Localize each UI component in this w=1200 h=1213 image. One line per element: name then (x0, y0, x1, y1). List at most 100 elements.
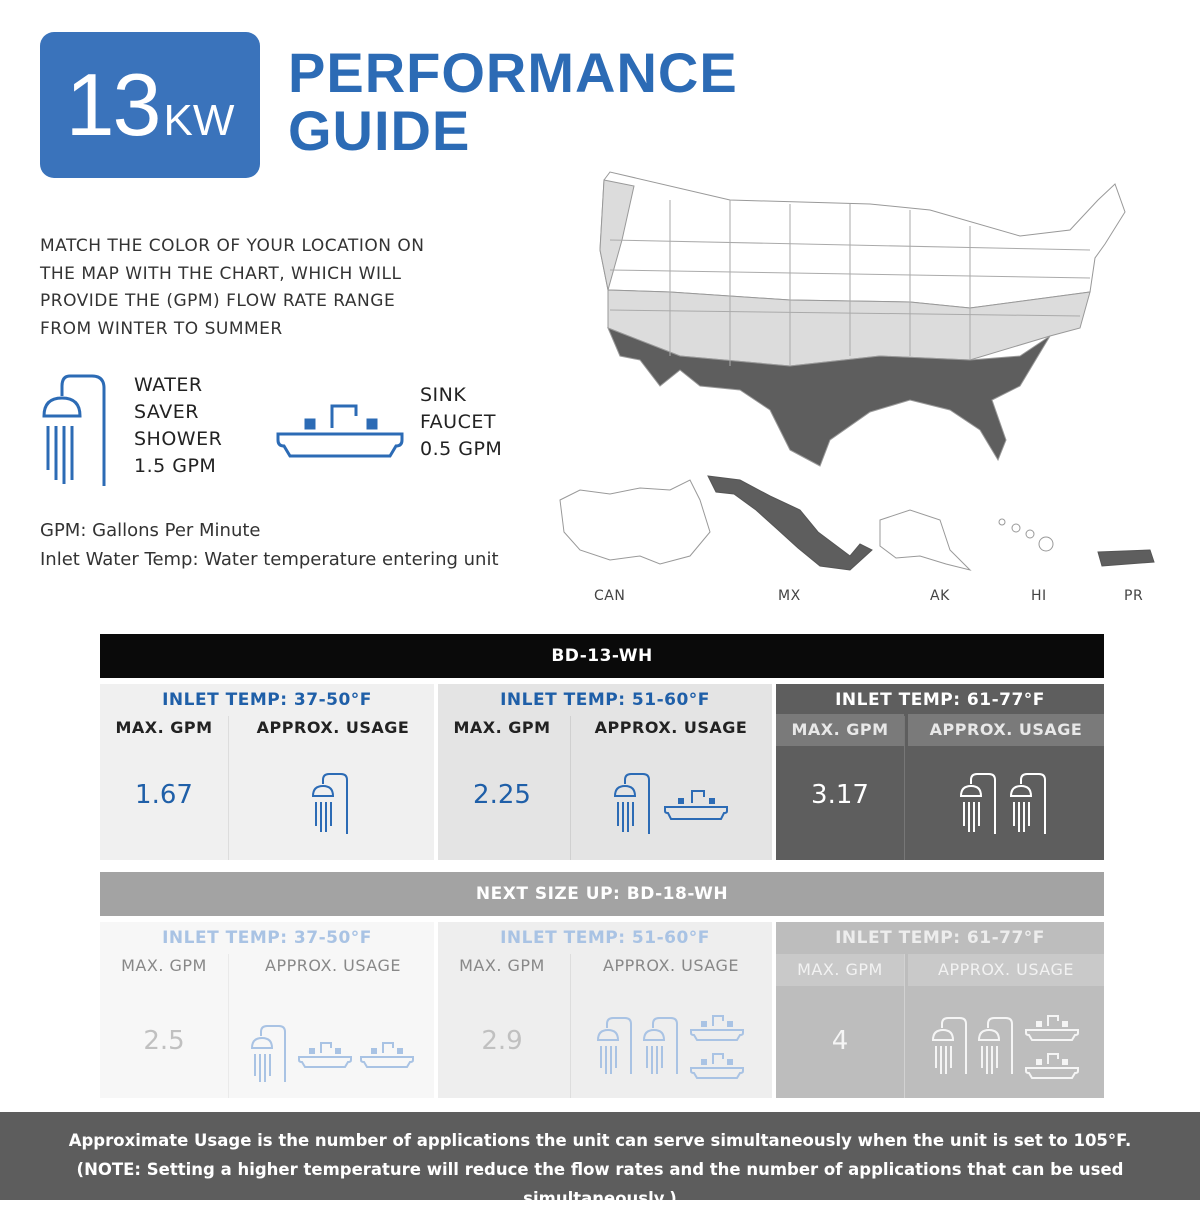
shower-icon (597, 1017, 632, 1074)
divider (904, 716, 905, 860)
panel-bd13-cold: INLET TEMP: 37-50°F MAX. GPM APPROX. USA… (100, 684, 434, 860)
inlet-temp-label: INLET TEMP: 37-50°F (162, 928, 372, 948)
sink-faucet-icon (690, 1053, 744, 1079)
sink-faucet-icon (690, 1015, 744, 1041)
capacity-badge: 13 KW (40, 32, 260, 178)
max-gpm-value: 3.17 (811, 780, 869, 810)
shower-icon (959, 773, 996, 834)
usage-icons (570, 996, 772, 1096)
sink-legend-line-2: FAUCET (420, 411, 496, 433)
definition-inlet-temp: Inlet Water Temp: Water temperature ente… (40, 548, 499, 570)
shower-icon (932, 1017, 967, 1074)
definitions: GPM: Gallons Per Minute Inlet Water Temp… (40, 517, 560, 574)
usa-map (599, 171, 1126, 467)
shower-icon (42, 374, 106, 486)
divider (570, 954, 571, 1098)
max-gpm-label: MAX. GPM (776, 954, 904, 986)
max-gpm-value: 2.25 (473, 780, 531, 810)
usage-icons (570, 754, 772, 854)
footer-note: Approximate Usage is the number of appli… (0, 1112, 1200, 1208)
panel-bd18-cold: INLET TEMP: 37-50°F MAX. GPM APPROX. USA… (100, 922, 434, 1098)
title-line-2: GUIDE (288, 99, 471, 162)
divider (570, 716, 571, 860)
usage-icons (908, 754, 1104, 854)
shower-icon (643, 1017, 678, 1074)
sink-faucet-icon (276, 404, 404, 458)
divider (228, 954, 229, 1098)
shower-icon (978, 1017, 1013, 1074)
intro-line-2: THE MAP WITH THE CHART, WHICH WILL (40, 263, 402, 284)
sink-stack (1024, 1012, 1080, 1080)
sink-faucet-icon (360, 1042, 414, 1068)
zone-west-coast (599, 179, 635, 291)
panel-bd18-hot: INLET TEMP: 61-77°F MAX. GPM APPROX. USA… (776, 922, 1104, 1098)
inlet-temp-label: INLET TEMP: 61-77°F (835, 928, 1045, 948)
sink-faucet-icon (1025, 1015, 1079, 1041)
shower-icon (613, 773, 650, 834)
table-header-bd18: NEXT SIZE UP: BD-18-WH (100, 872, 1104, 916)
puerto-rico-map (1097, 549, 1155, 567)
approx-usage-label: APPROX. USAGE (603, 956, 739, 975)
capacity-unit: KW (163, 96, 235, 145)
divider (904, 954, 905, 1098)
definition-gpm: GPM: Gallons Per Minute (40, 520, 261, 541)
panel-bd18-mid: INLET TEMP: 51-60°F MAX. GPM APPROX. USA… (438, 922, 772, 1098)
max-gpm-value: 2.5 (143, 1026, 185, 1056)
map-label-pr: PR (1124, 588, 1144, 604)
map-label-can: CAN (594, 588, 626, 604)
map-label-mx: MX (778, 588, 801, 604)
usage-icons (908, 996, 1104, 1096)
approx-usage-label: APPROX. USAGE (256, 718, 410, 737)
intro-line-4: FROM WINTER TO SUMMER (40, 318, 283, 339)
inlet-temp-label: INLET TEMP: 51-60°F (500, 690, 710, 710)
approx-usage-label: APPROX. USAGE (908, 954, 1104, 986)
hawaii-map (998, 518, 1054, 552)
shower-icon (251, 1025, 286, 1082)
climate-zone-map (559, 171, 1155, 571)
max-gpm-value: 4 (831, 1026, 849, 1056)
divider (228, 716, 229, 860)
usage-icons (232, 754, 434, 854)
inlet-temp-label: INLET TEMP: 37-50°F (162, 690, 372, 710)
footer-line-1: Approximate Usage is the number of appli… (68, 1131, 1132, 1150)
shower-legend-line-4: 1.5 GPM (134, 455, 217, 477)
page-title: PERFORMANCE GUIDE (288, 44, 768, 160)
max-gpm-label: MAX. GPM (776, 714, 904, 746)
shower-legend-line-1: WATER (134, 374, 203, 396)
shower-legend-line-2: SAVER (134, 401, 199, 423)
intro-text: MATCH THE COLOR OF YOUR LOCATION ON THE … (40, 233, 510, 343)
alaska-map (879, 509, 972, 571)
canada-map (559, 479, 711, 565)
sink-legend: SINK FAUCET 0.5 GPM (420, 382, 560, 463)
shower-icon (311, 773, 348, 834)
zone-mid (607, 289, 1091, 367)
sink-stack (689, 1012, 745, 1080)
approx-usage-label: APPROX. USAGE (594, 718, 748, 737)
zone-cold (599, 171, 1126, 309)
usage-icons (232, 1004, 434, 1104)
shower-icon (1009, 773, 1046, 834)
sink-faucet-icon (298, 1042, 352, 1068)
map-label-ak: AK (930, 588, 950, 604)
shower-legend: WATER SAVER SHOWER 1.5 GPM (134, 372, 274, 480)
max-gpm-label: MAX. GPM (115, 718, 213, 737)
title-line-1: PERFORMANCE (288, 41, 738, 104)
inlet-temp-label: INLET TEMP: 51-60°F (500, 928, 710, 948)
map-label-hi: HI (1031, 588, 1047, 604)
table-header-bd13: BD-13-WH (100, 634, 1104, 678)
footer-line-2: (NOTE: Setting a higher temperature will… (76, 1160, 1124, 1208)
max-gpm-label: MAX. GPM (453, 718, 551, 737)
max-gpm-value: 1.67 (135, 780, 193, 810)
sink-faucet-icon (664, 790, 728, 820)
shower-legend-line-3: SHOWER (134, 428, 223, 450)
zone-hot (607, 327, 1051, 467)
sink-legend-line-1: SINK (420, 384, 467, 406)
panel-bd13-hot: INLET TEMP: 61-77°F MAX. GPM APPROX. USA… (776, 684, 1104, 860)
mexico-map (707, 475, 873, 571)
panel-bd13-mid: INLET TEMP: 51-60°F MAX. GPM APPROX. USA… (438, 684, 772, 860)
sink-faucet-icon (1025, 1053, 1079, 1079)
max-gpm-value: 2.9 (481, 1026, 523, 1056)
inlet-temp-label: INLET TEMP: 61-77°F (835, 690, 1045, 710)
approx-usage-label: APPROX. USAGE (265, 956, 401, 975)
max-gpm-label: MAX. GPM (459, 956, 545, 975)
